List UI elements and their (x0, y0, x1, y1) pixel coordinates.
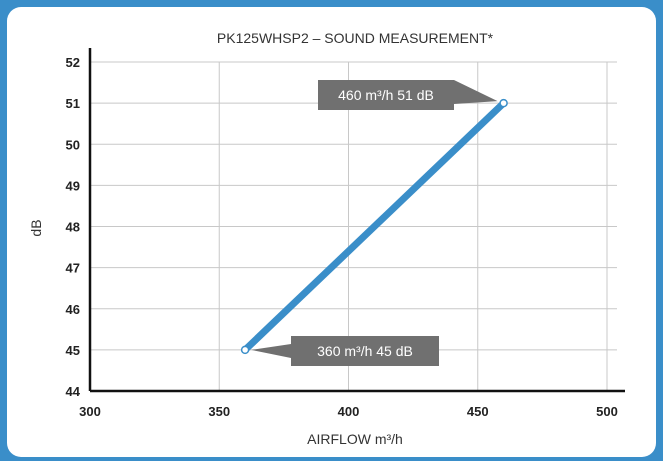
x-tick-labels: 300 350 400 450 500 (79, 404, 618, 419)
x-tick-label: 300 (79, 404, 101, 419)
callouts: 460 m³/h 51 dB 360 m³/h 45 dB (251, 80, 498, 366)
y-tick-label: 45 (66, 343, 80, 358)
callout-label: 460 m³/h 51 dB (338, 87, 434, 103)
x-tick-label: 500 (596, 404, 618, 419)
y-tick-label: 47 (66, 261, 80, 276)
x-axis-label: AIRFLOW m³/h (307, 431, 403, 447)
y-tick-label: 46 (66, 302, 80, 317)
y-tick-label: 50 (66, 137, 80, 152)
chart-title: PK125WHSP2 – SOUND MEASUREMENT* (217, 30, 494, 46)
axes (88, 48, 625, 393)
callout: 360 m³/h 45 dB (251, 336, 439, 366)
y-tick-label: 44 (66, 384, 81, 399)
y-tick-label: 49 (66, 178, 80, 193)
callout-box (251, 336, 439, 366)
callout-label: 360 m³/h 45 dB (317, 343, 413, 359)
y-tick-labels: 44 45 46 47 48 49 50 51 52 (66, 55, 81, 399)
series-line (242, 100, 507, 353)
callout: 460 m³/h 51 dB (318, 80, 498, 110)
y-axis-label: dB (28, 219, 44, 236)
series (240, 98, 508, 355)
x-tick-label: 350 (208, 404, 230, 419)
y-tick-label: 48 (66, 220, 80, 235)
y-tick-label: 51 (66, 96, 80, 111)
x-tick-label: 400 (338, 404, 360, 419)
x-tick-label: 450 (467, 404, 489, 419)
callout-box (318, 80, 498, 110)
data-point (499, 98, 508, 108)
data-point (240, 345, 250, 355)
y-tick-label: 52 (66, 55, 80, 70)
